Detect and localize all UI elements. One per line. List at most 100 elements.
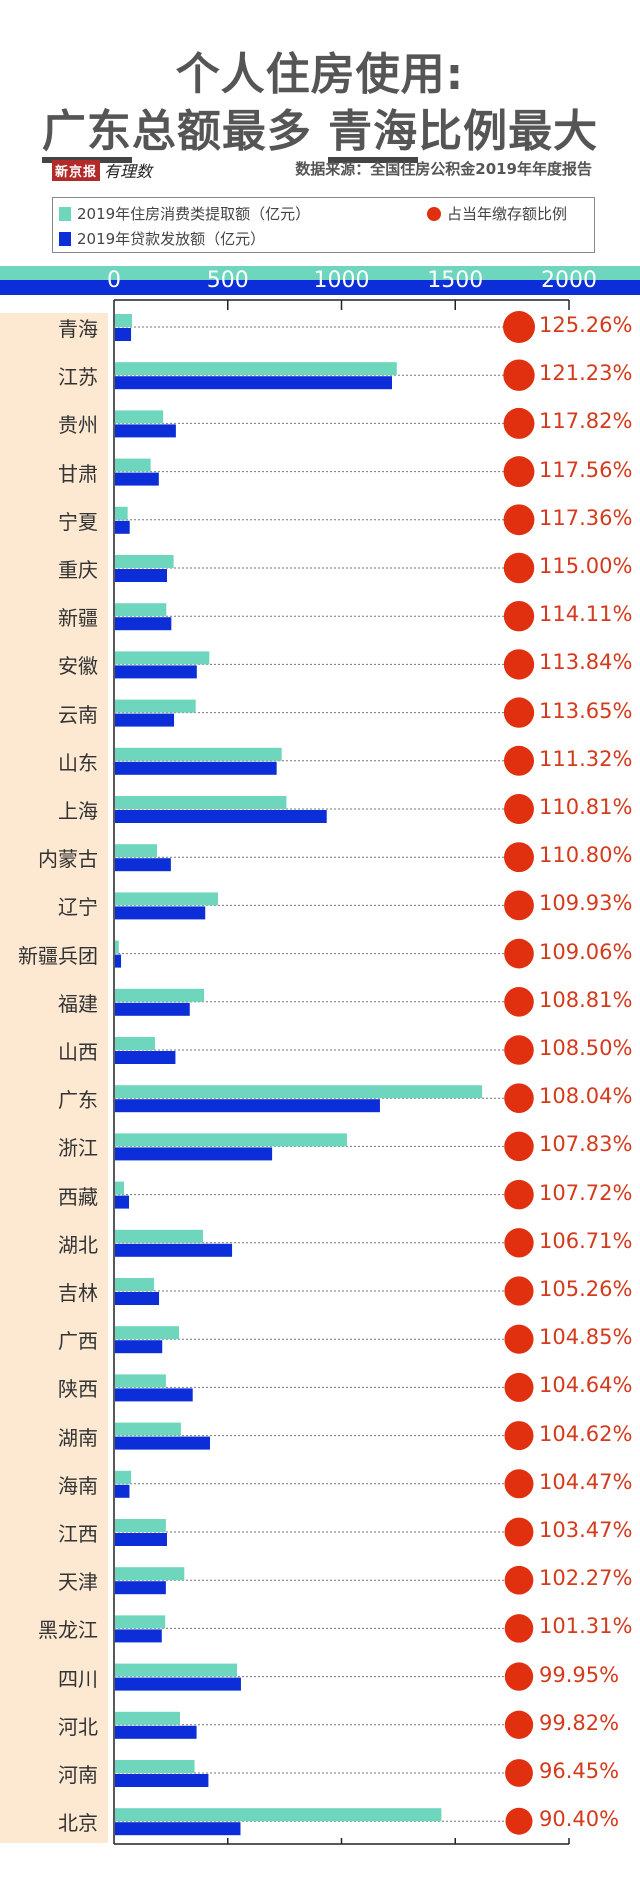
bar-loans bbox=[115, 1484, 130, 1498]
logo-box: 新京报 bbox=[52, 159, 101, 181]
ratio-dot bbox=[504, 794, 534, 824]
ratio-label: 115.00% bbox=[539, 554, 633, 578]
legend: 2019年住房消费类提取额（亿元） 2019年贷款发放额（亿元） 占当年缴存额比… bbox=[52, 197, 595, 253]
bar-loans bbox=[115, 1725, 197, 1739]
category-label: 湖南 bbox=[58, 1425, 98, 1450]
ratio-label: 113.84% bbox=[539, 650, 633, 675]
title-highlight-qinghai: 青海 bbox=[328, 106, 419, 163]
ratio-label: 90.40% bbox=[539, 1807, 620, 1832]
category-label: 河北 bbox=[58, 1714, 98, 1739]
bar-withdrawal bbox=[115, 796, 287, 809]
legend-item-loans: 2019年贷款发放额（亿元） bbox=[59, 228, 265, 249]
bar-withdrawal bbox=[115, 362, 397, 376]
ratio-dot bbox=[504, 1131, 534, 1162]
title-text-b: 比例最大 bbox=[418, 106, 599, 157]
ratio-label: 102.27% bbox=[539, 1566, 633, 1591]
ratio-label: 104.85% bbox=[539, 1325, 633, 1350]
category-label: 天津 bbox=[58, 1570, 98, 1595]
bar-loans bbox=[115, 1581, 166, 1595]
bar-loans bbox=[115, 472, 159, 486]
ratio-dot bbox=[504, 1517, 534, 1547]
bar-withdrawal bbox=[115, 1808, 442, 1822]
ratio-label: 125.26% bbox=[539, 313, 633, 337]
category-label: 新疆 bbox=[58, 606, 98, 631]
ratio-dot bbox=[504, 938, 534, 969]
bar-loans bbox=[115, 1436, 211, 1450]
bar-loans bbox=[115, 1533, 168, 1546]
ratio-label: 107.83% bbox=[539, 1132, 633, 1157]
logo-script: 有理数 bbox=[104, 162, 153, 181]
title-line-1: 个人住房使用: bbox=[175, 49, 465, 100]
bar-withdrawal bbox=[115, 1085, 483, 1099]
bar-withdrawal bbox=[115, 1519, 166, 1532]
ratio-label: 108.50% bbox=[539, 1036, 633, 1060]
ratio-label: 108.81% bbox=[539, 987, 633, 1012]
ratio-label: 104.64% bbox=[539, 1373, 633, 1398]
legend-item-withdrawal: 2019年住房消费类提取额（亿元） bbox=[59, 203, 310, 224]
bar-withdrawal bbox=[115, 892, 218, 906]
ratio-label: 110.80% bbox=[539, 843, 633, 868]
bar-withdrawal bbox=[115, 988, 205, 1002]
category-label: 河南 bbox=[58, 1763, 98, 1787]
category-label: 山西 bbox=[58, 1040, 98, 1064]
ratio-dot bbox=[504, 1083, 534, 1113]
ratio-dot bbox=[504, 1469, 534, 1499]
ratio-label: 107.72% bbox=[539, 1180, 633, 1205]
category-label: 江苏 bbox=[58, 365, 98, 390]
ratio-label: 99.95% bbox=[539, 1662, 620, 1687]
category-label: 甘肃 bbox=[58, 461, 98, 486]
bar-withdrawal bbox=[115, 1422, 181, 1436]
ratio-label: 113.65% bbox=[539, 698, 633, 723]
category-label: 西藏 bbox=[58, 1184, 98, 1209]
ratio-dot bbox=[504, 1035, 534, 1065]
ratio-dot bbox=[503, 504, 535, 536]
bar-withdrawal bbox=[115, 1711, 180, 1725]
ratio-dot bbox=[503, 745, 535, 776]
category-label: 新疆兵团 bbox=[18, 943, 98, 968]
bar-withdrawal bbox=[115, 747, 282, 761]
axis-band-blue bbox=[0, 280, 640, 295]
category-label: 江西 bbox=[58, 1522, 98, 1546]
legend-label: 2019年贷款发放额（亿元） bbox=[77, 230, 266, 248]
bar-withdrawal bbox=[115, 1567, 185, 1581]
title-line-2: 广东总额最多 青海比例最大 bbox=[0, 95, 640, 163]
category-label: 云南 bbox=[58, 702, 98, 727]
bar-loans bbox=[115, 617, 172, 631]
ratio-label: 105.26% bbox=[539, 1277, 633, 1301]
bar-withdrawal bbox=[115, 1037, 155, 1050]
bar-loans bbox=[115, 520, 130, 534]
bar-loans bbox=[115, 1243, 233, 1257]
bar-loans bbox=[115, 1099, 380, 1113]
ratio-dot bbox=[503, 407, 535, 439]
ratio-dot bbox=[504, 1324, 534, 1354]
bar-withdrawal bbox=[115, 651, 210, 665]
axis-band-teal bbox=[0, 266, 640, 280]
bar-loans bbox=[115, 954, 122, 968]
x-tick-label: 1500 bbox=[427, 268, 484, 293]
ratio-dot bbox=[504, 1276, 534, 1306]
bar-withdrawal bbox=[115, 1663, 238, 1677]
category-label: 安徽 bbox=[58, 654, 98, 679]
category-label: 上海 bbox=[58, 799, 98, 823]
bar-withdrawal bbox=[115, 1374, 166, 1388]
category-label: 辽宁 bbox=[58, 895, 98, 920]
ratio-dot bbox=[504, 842, 534, 873]
data-source: 数据来源：全国住房公积金2019年年度报告 bbox=[295, 160, 592, 178]
bar-loans bbox=[115, 1195, 130, 1209]
ratio-label: 117.56% bbox=[539, 457, 633, 482]
category-label-column bbox=[0, 313, 108, 1843]
legend-label: 2019年住房消费类提取额（亿元） bbox=[77, 205, 311, 223]
ratio-label: 117.36% bbox=[539, 505, 633, 530]
ratio-label: 121.23% bbox=[539, 361, 633, 386]
bar-withdrawal bbox=[115, 940, 119, 954]
category-label: 陕西 bbox=[58, 1377, 98, 1402]
category-label: 广西 bbox=[58, 1329, 98, 1354]
ratio-dot bbox=[503, 600, 535, 632]
ratio-dot bbox=[504, 1421, 534, 1451]
category-label: 黑龙江 bbox=[38, 1618, 98, 1643]
bar-withdrawal bbox=[115, 699, 196, 713]
ratio-label: 101.31% bbox=[539, 1614, 633, 1639]
bar-loans bbox=[115, 810, 327, 823]
category-label: 浙江 bbox=[58, 1136, 98, 1161]
bar-loans bbox=[115, 1629, 162, 1643]
